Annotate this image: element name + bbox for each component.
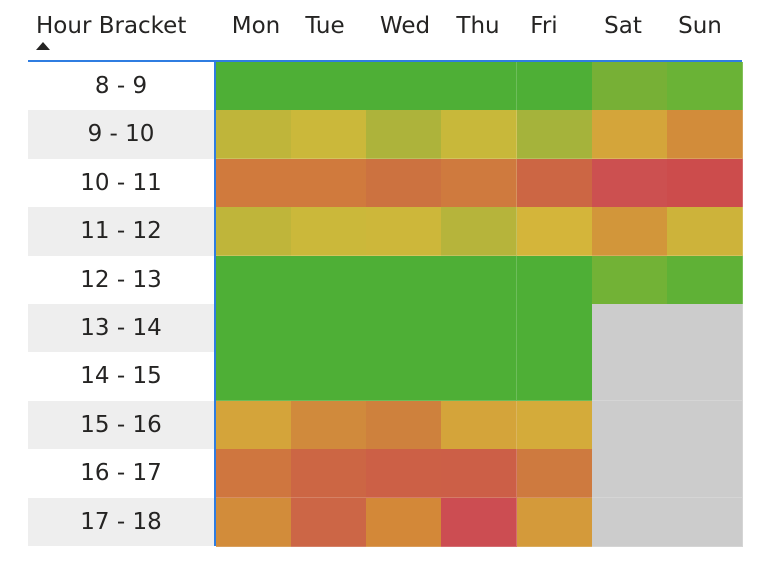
column-header-sun[interactable]: Sun — [678, 13, 722, 39]
heatmap-cell[interactable] — [366, 400, 443, 450]
heatmap-cell[interactable] — [366, 255, 443, 305]
heatmap-cell[interactable] — [591, 449, 668, 499]
heatmap-cell[interactable] — [591, 207, 668, 257]
heatmap-cell[interactable] — [666, 449, 743, 499]
heatmap-cell[interactable] — [516, 400, 593, 450]
heatmap-cell[interactable] — [591, 352, 668, 402]
heatmap-cell[interactable] — [516, 110, 593, 160]
heatmap-cell[interactable] — [216, 110, 292, 160]
heatmap-cell[interactable] — [516, 207, 593, 257]
heatmap-cell[interactable] — [366, 449, 443, 499]
heatmap-cell[interactable] — [216, 304, 292, 353]
heatmap-cell[interactable] — [591, 110, 668, 160]
row-label: 11 - 12 — [28, 207, 214, 256]
row-header-divider — [214, 62, 216, 546]
heatmap-cell[interactable] — [591, 62, 668, 111]
row-label: 8 - 9 — [94, 73, 148, 99]
heatmap-cell[interactable] — [666, 255, 743, 305]
heatmap-cell[interactable] — [366, 207, 443, 257]
heatmap-cell[interactable] — [666, 207, 743, 257]
row-label: 10 - 11 — [80, 169, 162, 196]
heatmap-cell[interactable] — [591, 255, 668, 305]
column-header-mon[interactable]: Mon — [231, 13, 281, 39]
sort-ascending-icon[interactable] — [36, 42, 50, 50]
heatmap-cell[interactable] — [591, 497, 668, 547]
heatmap-cell[interactable] — [216, 449, 292, 499]
heatmap-cell[interactable] — [591, 400, 668, 450]
heatmap-cell[interactable] — [591, 304, 668, 353]
column-header-tue[interactable]: Tue — [305, 13, 345, 39]
heatmap-cell[interactable] — [666, 352, 743, 402]
heatmap-cell[interactable] — [366, 497, 443, 547]
heatmap-cell[interactable] — [291, 352, 368, 402]
column-header-sat[interactable]: Sat — [604, 13, 642, 39]
heatmap-cell[interactable] — [441, 62, 518, 111]
heatmap-cell[interactable] — [666, 158, 743, 208]
heatmap-cell[interactable] — [666, 62, 743, 111]
heatmap-cell[interactable] — [366, 352, 443, 402]
heatmap-cell[interactable] — [516, 255, 593, 305]
heatmap-cell[interactable] — [441, 255, 518, 305]
row-label: 9 - 10 — [28, 110, 214, 159]
heatmap-cell[interactable] — [291, 110, 368, 160]
row-label: 15 - 16 — [28, 400, 214, 450]
row-header-hour-bracket[interactable]: Hour Bracket — [36, 13, 187, 39]
heatmap-cell[interactable] — [666, 304, 743, 353]
row-label: 16 - 17 — [80, 460, 162, 487]
heatmap-cell[interactable] — [441, 352, 518, 402]
column-header-wed[interactable]: Wed — [379, 13, 431, 39]
heatmap-cell[interactable] — [216, 497, 292, 547]
heatmap-cell[interactable] — [216, 158, 292, 208]
heatmap-cell[interactable] — [666, 497, 743, 547]
heatmap-cell[interactable] — [441, 110, 518, 160]
heatmap-cell[interactable] — [516, 158, 593, 208]
heatmap-cell[interactable] — [291, 62, 368, 111]
heatmap-cell[interactable] — [366, 304, 443, 353]
heatmap-cell[interactable] — [291, 400, 368, 450]
row-label: 17 - 18 — [28, 497, 214, 546]
row-label: 12 - 13 — [80, 266, 162, 293]
heatmap-cell[interactable] — [441, 497, 518, 547]
row-label: 13 - 14 — [28, 304, 214, 353]
heatmap-cell[interactable] — [591, 158, 668, 208]
heatmap-cell[interactable] — [516, 449, 593, 499]
heatmap-cell[interactable] — [516, 304, 593, 353]
heatmap-cell[interactable] — [441, 304, 518, 353]
heatmap-cell[interactable] — [216, 255, 292, 305]
column-header-fri[interactable]: Fri — [530, 13, 558, 39]
heatmap-cell[interactable] — [291, 158, 368, 208]
heatmap-cell[interactable] — [366, 158, 443, 208]
heatmap-cell[interactable] — [516, 497, 593, 547]
heatmap-cell[interactable] — [291, 497, 368, 547]
row-label: 14 - 15 — [80, 363, 162, 390]
heatmap-cell[interactable] — [216, 62, 292, 111]
heatmap-cell[interactable] — [516, 62, 593, 111]
heatmap-cell[interactable] — [366, 110, 443, 160]
heatmap-cell[interactable] — [216, 207, 292, 257]
heatmap-cell[interactable] — [516, 352, 593, 402]
heatmap-cell[interactable] — [441, 449, 518, 499]
heatmap-cell[interactable] — [666, 110, 743, 160]
header-divider — [28, 60, 742, 62]
heatmap-cell[interactable] — [216, 400, 292, 450]
heatmap-cell[interactable] — [366, 62, 443, 111]
heatmap-cell[interactable] — [441, 207, 518, 257]
heatmap-cell[interactable] — [441, 400, 518, 450]
column-header-thu[interactable]: Thu — [456, 13, 500, 39]
heatmap-cell[interactable] — [291, 304, 368, 353]
heatmap-cell[interactable] — [666, 400, 743, 450]
heatmap-cell[interactable] — [291, 255, 368, 305]
heatmap-cell[interactable] — [216, 352, 292, 402]
heatmap-cell[interactable] — [441, 158, 518, 208]
heatmap-cell[interactable] — [291, 449, 368, 499]
heatmap-cell[interactable] — [291, 207, 368, 257]
